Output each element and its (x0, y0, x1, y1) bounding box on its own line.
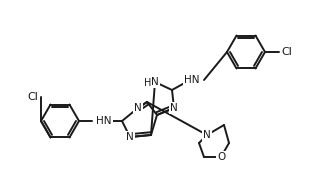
Text: HN: HN (96, 116, 112, 126)
Text: N: N (134, 103, 142, 113)
Text: H: H (144, 78, 152, 88)
Text: O: O (217, 152, 225, 162)
Text: N: N (126, 132, 134, 142)
Text: N: N (170, 103, 178, 113)
Text: N: N (151, 77, 159, 87)
Text: N: N (203, 130, 211, 140)
Text: HN: HN (184, 75, 200, 85)
Text: Cl: Cl (282, 47, 292, 57)
Text: Cl: Cl (28, 92, 38, 102)
